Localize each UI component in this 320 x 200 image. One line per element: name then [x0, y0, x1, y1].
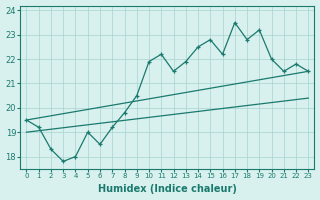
X-axis label: Humidex (Indice chaleur): Humidex (Indice chaleur): [98, 184, 237, 194]
